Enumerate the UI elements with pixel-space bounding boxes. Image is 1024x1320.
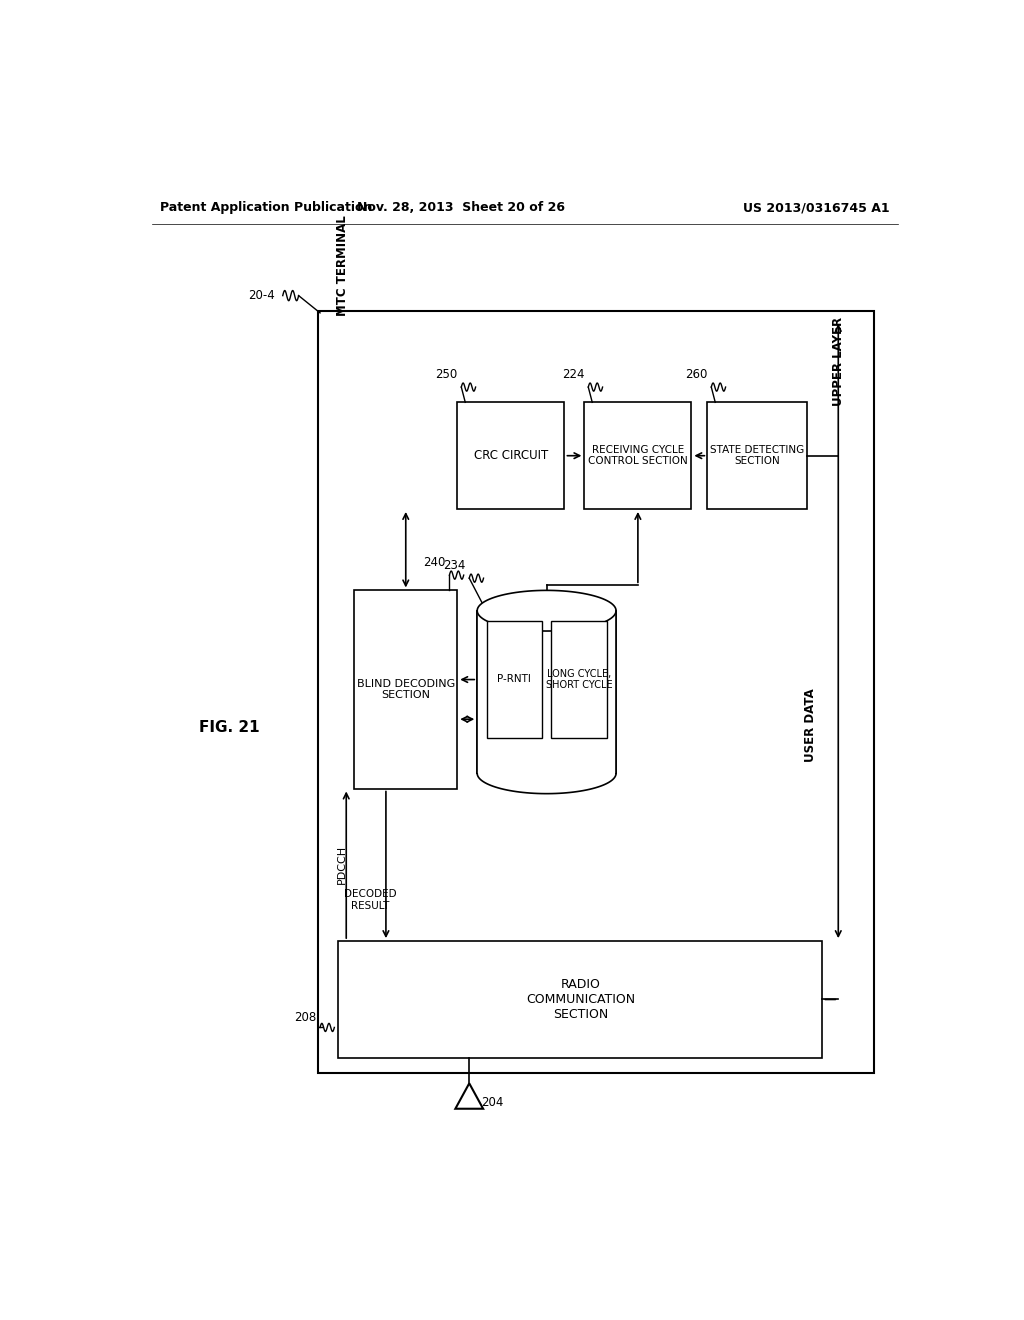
Text: Patent Application Publication: Patent Application Publication: [160, 201, 372, 214]
Text: RADIO
COMMUNICATION
SECTION: RADIO COMMUNICATION SECTION: [525, 978, 635, 1020]
Bar: [318, 312, 873, 1073]
Text: Nov. 28, 2013  Sheet 20 of 26: Nov. 28, 2013 Sheet 20 of 26: [357, 201, 565, 214]
Text: 240: 240: [423, 557, 445, 569]
Polygon shape: [477, 590, 616, 631]
Text: CRC CIRCUIT: CRC CIRCUIT: [474, 449, 548, 462]
Text: USER DATA: USER DATA: [804, 688, 817, 762]
Bar: [486, 620, 542, 738]
Text: US 2013/0316745 A1: US 2013/0316745 A1: [743, 201, 890, 214]
Text: LONG CYCLE,
SHORT CYCLE: LONG CYCLE, SHORT CYCLE: [546, 668, 612, 690]
Bar: [585, 403, 691, 510]
Bar: [477, 611, 616, 774]
Bar: [458, 403, 564, 510]
Bar: [708, 403, 807, 510]
Text: MTC TERMINAL: MTC TERMINAL: [336, 215, 349, 315]
Text: UPPER LAYER: UPPER LAYER: [831, 317, 845, 407]
Text: 204: 204: [481, 1096, 504, 1109]
Text: DECODED
RESULT: DECODED RESULT: [344, 888, 396, 911]
Text: PDCCH: PDCCH: [337, 845, 347, 884]
Text: 20-4: 20-4: [248, 289, 274, 302]
Text: 260: 260: [685, 368, 708, 381]
Text: 224: 224: [562, 368, 585, 381]
Text: 250: 250: [435, 368, 458, 381]
Text: P-RNTI: P-RNTI: [498, 675, 531, 684]
Text: RECEIVING CYCLE
CONTROL SECTION: RECEIVING CYCLE CONTROL SECTION: [588, 445, 688, 466]
Text: STATE DETECTING
SECTION: STATE DETECTING SECTION: [710, 445, 804, 466]
Text: 208: 208: [294, 1011, 316, 1024]
Text: BLIND DECODING
SECTION: BLIND DECODING SECTION: [356, 678, 455, 701]
Text: FIG. 21: FIG. 21: [200, 721, 260, 735]
Bar: [551, 620, 606, 738]
Bar: [354, 590, 458, 788]
Bar: [338, 941, 822, 1057]
Text: 234: 234: [443, 560, 465, 573]
